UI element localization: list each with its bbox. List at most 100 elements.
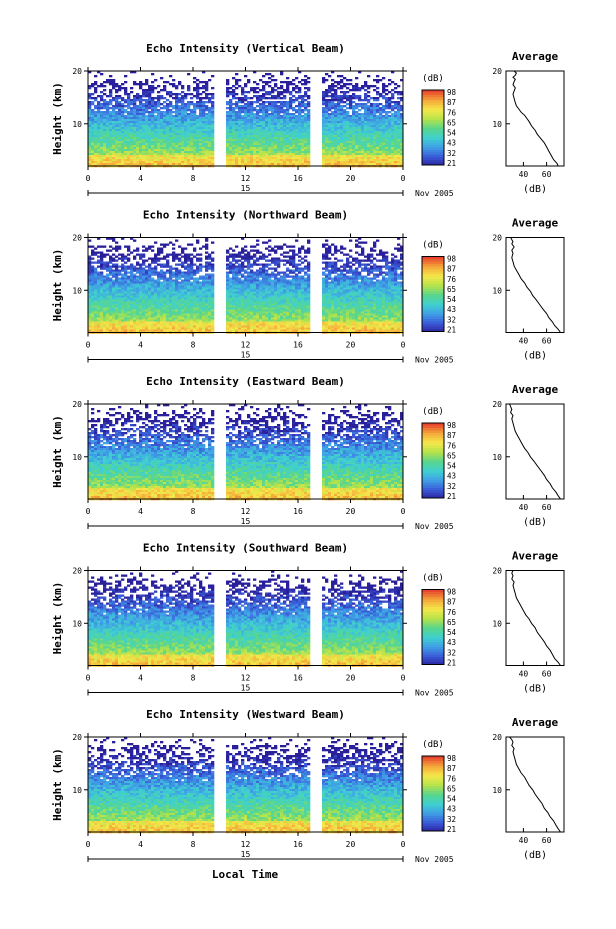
heatmap-cell: [238, 145, 241, 147]
heatmap-cell: [133, 282, 136, 284]
heatmap-cell: [112, 284, 115, 286]
heatmap-cell: [340, 139, 343, 141]
heatmap-cell: [364, 127, 367, 129]
heatmap-cell: [190, 151, 193, 153]
heatmap-cell: [298, 113, 301, 115]
heatmap-cell: [340, 147, 343, 149]
heatmap-cell: [298, 163, 301, 165]
heatmap-cell: [385, 252, 388, 254]
heatmap-cell: [118, 254, 121, 256]
heatmap-cell: [322, 157, 325, 159]
heatmap-cell: [268, 147, 271, 149]
heatmap-cell: [343, 274, 346, 276]
heatmap-cell: [328, 75, 331, 77]
heatmap-cell: [160, 95, 163, 97]
heatmap-cell: [238, 270, 241, 272]
heatmap-cell: [136, 262, 139, 264]
heatmap-cell: [352, 87, 355, 89]
heatmap-cell: [175, 141, 178, 143]
heatmap-cell: [370, 105, 373, 107]
heatmap-cell: [295, 141, 298, 143]
heatmap-cell: [112, 155, 115, 157]
heatmap-cell: [394, 248, 397, 250]
heatmap-cell: [325, 250, 328, 252]
heatmap-cell: [97, 121, 100, 123]
heatmap-cell: [307, 131, 310, 133]
heatmap-cell: [232, 282, 235, 284]
heatmap-cell: [397, 262, 400, 264]
heatmap-cell: [376, 127, 379, 129]
heatmap-cell: [184, 139, 187, 141]
heatmap-cell: [304, 157, 307, 159]
heatmap-cell: [292, 101, 295, 103]
heatmap-cell: [334, 157, 337, 159]
heatmap-cell: [256, 101, 259, 103]
heatmap-cell: [364, 107, 367, 109]
heatmap-cell: [394, 117, 397, 119]
heatmap-cell: [256, 149, 259, 151]
heatmap-cell: [196, 121, 199, 123]
heatmap-cell: [379, 115, 382, 117]
heatmap-cell: [145, 282, 148, 284]
heatmap-cell: [97, 276, 100, 278]
heatmap-cell: [322, 97, 325, 99]
heatmap-cell: [382, 155, 385, 157]
heatmap-cell: [91, 121, 94, 123]
heatmap-cell: [334, 117, 337, 119]
heatmap-cell: [301, 133, 304, 135]
heatmap-cell: [244, 75, 247, 77]
heatmap-cell: [241, 99, 244, 101]
heatmap-cell: [277, 131, 280, 133]
heatmap-cell: [379, 95, 382, 97]
heatmap-cell: [202, 127, 205, 129]
heatmap-cell: [286, 77, 289, 79]
heatmap-cell: [259, 137, 262, 139]
heatmap-cell: [208, 155, 211, 157]
heatmap-cell: [130, 280, 133, 282]
heatmap-cell: [211, 143, 214, 145]
heatmap-cell: [121, 161, 124, 163]
heatmap-cell: [286, 145, 289, 147]
heatmap-cell: [187, 268, 190, 270]
heatmap-cell: [283, 278, 286, 280]
heatmap-cell: [154, 123, 157, 125]
heatmap-cell: [274, 117, 277, 119]
heatmap-cell: [268, 91, 271, 93]
heatmap-cell: [226, 151, 229, 153]
heatmap-cell: [295, 111, 298, 113]
heatmap-cell: [157, 111, 160, 113]
heatmap-cell: [262, 75, 265, 77]
heatmap-cell: [385, 119, 388, 121]
heatmap-cell: [346, 137, 349, 139]
heatmap-cell: [106, 111, 109, 113]
heatmap-cell: [163, 121, 166, 123]
heatmap-cell: [148, 274, 151, 276]
heatmap-cell: [322, 109, 325, 111]
heatmap-cell: [196, 270, 199, 272]
heatmap-cell: [199, 266, 202, 268]
heatmap-cell: [358, 137, 361, 139]
heatmap-cell: [136, 248, 139, 250]
heatmap-cell: [211, 135, 214, 137]
heatmap-cell: [205, 141, 208, 143]
heatmap-cell: [169, 147, 172, 149]
heatmap-cell: [376, 270, 379, 272]
heatmap-cell: [154, 143, 157, 145]
heatmap-cell: [289, 258, 292, 260]
heatmap-cell: [325, 280, 328, 282]
heatmap-cell: [328, 274, 331, 276]
heatmap-cell: [211, 149, 214, 151]
heatmap-cell: [256, 123, 259, 125]
heatmap-cell: [190, 93, 193, 95]
heatmap-cell: [229, 93, 232, 95]
heatmap-cell: [184, 127, 187, 129]
heatmap-cell: [247, 159, 250, 161]
heatmap-cell: [388, 99, 391, 101]
heatmap-cell: [106, 81, 109, 83]
heatmap-cell: [388, 111, 391, 113]
heatmap-cell: [265, 107, 268, 109]
heatmap-cell: [256, 115, 259, 117]
heatmap-cell: [268, 135, 271, 137]
heatmap-cell: [361, 133, 364, 135]
heatmap-cell: [292, 141, 295, 143]
